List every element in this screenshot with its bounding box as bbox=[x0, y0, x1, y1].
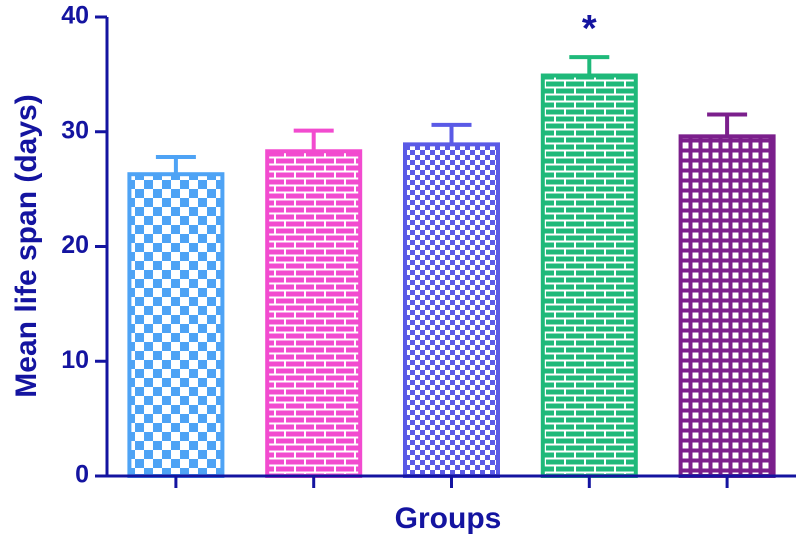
bar bbox=[403, 142, 500, 478]
error-bar bbox=[431, 122, 472, 145]
y-tick-label: 10 bbox=[61, 346, 89, 374]
error-bar bbox=[293, 128, 334, 152]
bar bbox=[540, 73, 638, 479]
y-axis-label: Mean life span (days) bbox=[10, 94, 43, 397]
y-tick-label: 0 bbox=[75, 461, 89, 489]
annotation: * bbox=[582, 8, 597, 50]
bar bbox=[265, 149, 363, 478]
y-tick-label: 30 bbox=[61, 116, 89, 144]
error-bar bbox=[707, 112, 748, 137]
bar bbox=[127, 172, 225, 479]
y-tick-label: 20 bbox=[61, 231, 89, 259]
error-bar bbox=[155, 154, 196, 175]
error-bar bbox=[569, 55, 610, 76]
x-axis-label: Groups bbox=[395, 502, 502, 535]
bar bbox=[678, 134, 776, 478]
y-tick-label: 40 bbox=[61, 2, 89, 30]
